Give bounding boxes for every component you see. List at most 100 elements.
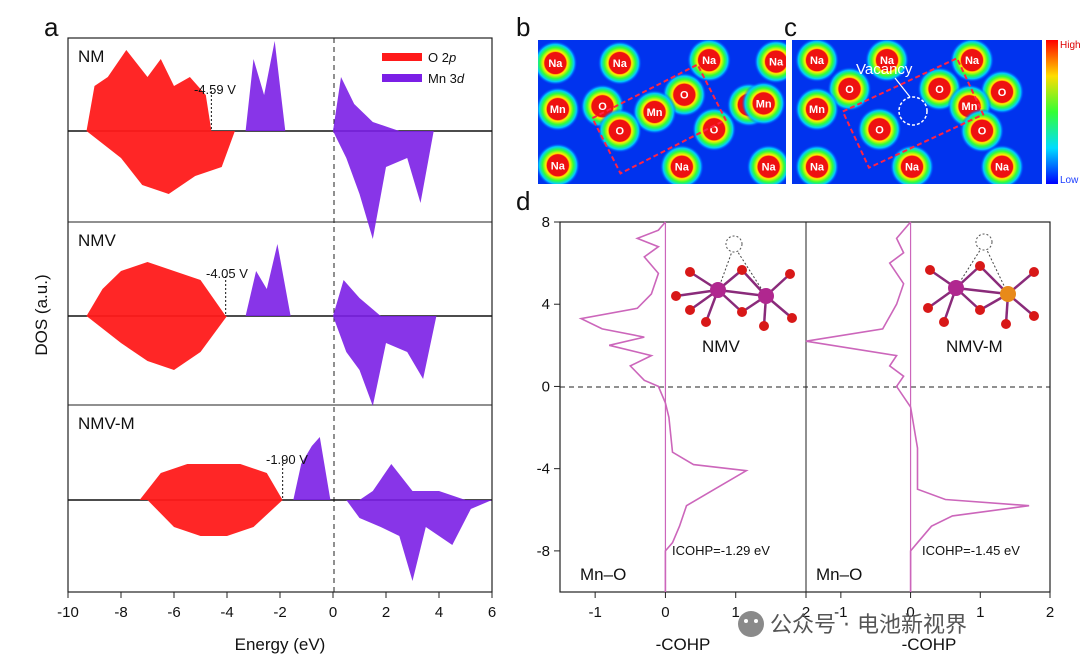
dos-legend: O 2p Mn 3d	[382, 50, 465, 86]
dos-area-mn3d-up-nmv-m	[293, 437, 466, 500]
atom-symbol: Mn	[647, 107, 663, 119]
atom-symbol: Mn	[550, 104, 566, 116]
atom-na	[670, 155, 693, 178]
dos-area-mn3d-dn-nm	[333, 131, 434, 239]
vacancy-label: Vacancy	[856, 61, 913, 78]
colorbar-low-label: Low	[1060, 175, 1079, 186]
dos-area-o2p-dn-nmv	[86, 316, 227, 370]
atom-symbol: Na	[675, 162, 690, 174]
atom-mn	[546, 98, 569, 121]
cohp-y-tick-label: -4	[537, 461, 550, 478]
cohp-x-tick-label: 1	[732, 604, 740, 621]
atom-na	[765, 50, 786, 73]
atom-symbol: Mn	[962, 101, 978, 113]
atom-symbol: Mn	[809, 104, 825, 116]
mn-atom-icon	[948, 280, 964, 296]
x-tick-label: -10	[57, 604, 79, 621]
dos-area-mn3d-up-nmv	[245, 244, 381, 316]
dos-area-o2p-dn-nmv-m	[147, 500, 283, 536]
atom-symbol: Na	[880, 55, 895, 67]
wechat-icon	[738, 611, 764, 637]
subplot-name-nmv-m: NMV-M	[78, 414, 135, 433]
atom-o	[591, 95, 614, 118]
cohp-panel: -1 0 1 2 -1 0 1 2 -8 -4 0 4 8 Mn–O Mn–O ICOHP=-1.29 …	[537, 214, 1055, 654]
dos-area-o2p-dn-nm	[86, 131, 235, 194]
atom-symbol: Na	[965, 55, 980, 67]
cohp-y-tick-label: -8	[537, 543, 550, 560]
atom-symbol: O	[978, 126, 987, 138]
atom-symbol: Na	[810, 55, 825, 67]
atom-na	[961, 49, 983, 72]
atom-na	[876, 49, 898, 72]
x-tick-label: 0	[329, 604, 337, 621]
annotation-nmv-voltage: -4.05 V	[206, 266, 248, 281]
atom-o	[868, 118, 891, 141]
map-c-atoms: Na Na Na O O O Mn Mn O O Na Na Na	[795, 40, 1024, 184]
cohp-x-tick-label: -1	[834, 604, 847, 621]
atom-symbol: O	[710, 124, 719, 136]
atom-symbol: O	[616, 126, 625, 138]
vacancy-pointer	[894, 77, 911, 98]
cohp-x-tick-label: -1	[588, 604, 601, 621]
atom-o	[838, 77, 861, 100]
subplot-name-nmv: NMV	[78, 231, 116, 250]
atom-na	[901, 155, 923, 178]
mn-atom-icon	[710, 282, 726, 298]
atom-na	[991, 155, 1013, 178]
x-tick-label: -2	[273, 604, 286, 621]
legend-label-mn3d: Mn 3d	[428, 71, 465, 86]
vacancy-site-icon	[725, 235, 743, 253]
legend-swatch-o2p	[382, 53, 422, 61]
atom-symbol: O	[845, 84, 854, 96]
watermark-text: 公众号 · 电池新视界	[770, 613, 967, 638]
dos-area-o2p-up-nm	[86, 50, 212, 131]
cohp-series-layer	[578, 221, 1030, 592]
panel-label-b: b	[516, 12, 530, 42]
cohp-x-tick-label: 2	[1046, 604, 1054, 621]
atom-o	[971, 119, 993, 142]
cohp-x-tick-label: 2	[802, 604, 810, 621]
dos-area-mn3d-dn-nmv-m	[346, 500, 492, 581]
panel-label-a: a	[44, 12, 59, 42]
subplot-name-nm: NM	[78, 47, 104, 66]
colorbar	[1046, 40, 1058, 184]
map-b-atoms: NaNaNaNaOOOMnMnMnOONaNaNa	[538, 40, 786, 184]
atom-na	[757, 155, 780, 178]
atom-mn	[806, 98, 828, 121]
cohp-curve-nmv	[578, 221, 749, 592]
x-tick-label: -4	[220, 604, 233, 621]
atom-symbol: Mn	[756, 98, 772, 110]
cohp-x-axis-label-left: -COHP	[656, 635, 711, 654]
cohp-bond-label-right: Mn–O	[816, 565, 862, 584]
atom-symbol: Na	[810, 162, 825, 174]
atom-na	[806, 155, 828, 178]
atom-o	[991, 80, 1013, 103]
mn-atom-icon	[758, 288, 774, 304]
annotation-nm-voltage: -4.59 V	[194, 82, 236, 97]
colorbar-high-label: High	[1060, 40, 1080, 51]
cohp-x-axis-label-right: -COHP	[902, 635, 957, 654]
x-tick-label: 6	[488, 604, 496, 621]
icohp-label-nmv: ICOHP=-1.29 eV	[672, 543, 770, 558]
cohp-y-tick-label: 0	[542, 378, 550, 395]
dos-area-mn3d-dn-nmv	[333, 316, 437, 406]
cohp-ticks: -1 0 1 2 -1 0 1 2 -8 -4 0 4 8	[537, 214, 1055, 621]
atom-symbol: Na	[769, 57, 784, 69]
x-tick-label: -8	[114, 604, 127, 621]
structure-label-nmv-m: NMV-M	[946, 337, 1003, 356]
panel-label-c: c	[784, 12, 797, 42]
charge-map-b: NaNaNaNaOOOMnMnMnOONaNaNa	[538, 40, 786, 184]
atom-o	[928, 77, 951, 100]
atom-symbol: O	[598, 101, 607, 113]
atom-symbol: O	[998, 87, 1007, 99]
dos-series-layer	[68, 41, 492, 581]
atom-symbol: O	[680, 90, 689, 102]
structure-label-nmv: NMV	[702, 337, 740, 356]
dopant-atom-icon	[1000, 286, 1016, 302]
cohp-x-tick-label: 1	[976, 604, 984, 621]
dos-x-ticks: -10 -8 -6 -4 -2 0 2 4 6	[57, 592, 496, 621]
atom-symbol: Na	[613, 58, 628, 70]
cohp-x-tick-label: 0	[906, 604, 914, 621]
dos-area-o2p-up-nmv-m	[139, 464, 283, 500]
